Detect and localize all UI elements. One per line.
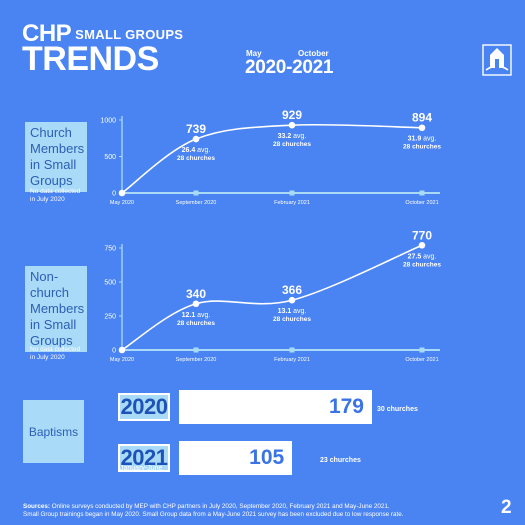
avg-label: 13.1 avg. xyxy=(278,308,307,315)
footer-sources: Sources: Online surveys conducted by MEP… xyxy=(23,503,483,519)
footer-note: Small Group trainings began in May 2020.… xyxy=(23,511,404,518)
baptisms-label: Baptisms xyxy=(23,400,84,463)
start-month: May xyxy=(246,49,262,58)
page-title: TRENDS xyxy=(22,40,159,78)
x-tick-label: September 2020 xyxy=(176,200,217,206)
baptisms-bar-2021: 105 xyxy=(179,441,293,475)
bar-churches-2020: 30 churches xyxy=(377,406,418,413)
data-point xyxy=(192,135,200,143)
x-tick-mark xyxy=(289,347,295,353)
y-tick-label: 0 xyxy=(112,348,116,355)
end-month: October xyxy=(298,49,329,58)
data-label: 739 xyxy=(186,122,206,136)
avg-label: 26.4 avg. xyxy=(182,147,211,154)
avg-value: 13.1 xyxy=(278,308,292,315)
avg-label: 12.1 avg. xyxy=(182,312,211,319)
churches-label: 28 churches xyxy=(403,261,441,268)
chart1-note: No data collected in July 2020 xyxy=(30,188,81,203)
y-tick-label: 750 xyxy=(104,246,116,253)
avg-value: 26.4 xyxy=(182,147,196,154)
year-2021-box: 2021 xyxy=(118,444,170,472)
x-tick-label: October 2021 xyxy=(405,200,438,206)
data-label: 770 xyxy=(412,228,432,242)
x-tick-label: May 2020 xyxy=(110,357,134,363)
data-point xyxy=(418,124,426,132)
x-tick-mark xyxy=(419,347,425,353)
x-tick-label: February 2021 xyxy=(274,200,310,206)
bar-value: 105 xyxy=(249,446,285,469)
x-tick-mark xyxy=(193,347,199,353)
series-line xyxy=(121,123,423,194)
data-label: 340 xyxy=(186,287,206,301)
avg-value: 31.9 xyxy=(408,136,422,143)
churches-label: 28 churches xyxy=(403,144,441,151)
bar-churches-2021: 23 churches xyxy=(320,457,361,464)
year-2021-note: January-June xyxy=(120,465,163,472)
series-line xyxy=(121,244,423,351)
heading-subtitle: SMALL GROUPS xyxy=(75,27,184,42)
year-2020-box: 2020 xyxy=(118,393,170,421)
data-point xyxy=(418,241,426,249)
x-tick-label: May 2020 xyxy=(110,200,134,206)
data-point xyxy=(118,346,126,354)
chart2-note: No data collected in July 2020 xyxy=(30,346,81,361)
y-tick-label: 1000 xyxy=(100,118,116,125)
x-tick-mark xyxy=(193,190,199,196)
brand-name: CHP xyxy=(22,20,72,47)
page-number: 2 xyxy=(501,497,512,518)
avg-label: 27.5 avg. xyxy=(408,253,437,260)
avg-value: 33.2 xyxy=(278,133,292,140)
y-tick-label: 250 xyxy=(104,314,116,321)
data-label: 366 xyxy=(282,283,302,297)
churches-label: 28 churches xyxy=(273,316,311,323)
x-tick-mark xyxy=(419,190,425,196)
data-point xyxy=(288,296,296,304)
y-tick-label: 500 xyxy=(104,280,116,287)
data-point xyxy=(288,121,296,129)
chart1-label: Church Members in Small Groups xyxy=(25,122,87,192)
church-logo-icon xyxy=(482,44,512,76)
sources-text: Online surveys conducted by MEP with CHP… xyxy=(49,503,390,510)
avg-label: 33.2 avg. xyxy=(278,133,307,140)
avg-label: 31.9 avg. xyxy=(408,136,437,143)
brand-heading: CHP SMALL GROUPS xyxy=(22,22,183,47)
sources-label: Sources: xyxy=(23,503,50,510)
data-label: 894 xyxy=(412,111,432,125)
x-tick-label: October 2021 xyxy=(405,357,438,363)
x-tick-label: February 2021 xyxy=(274,357,310,363)
chart2-label: Non-church Members in Small Groups xyxy=(25,266,87,352)
year-range: 2020-2021 xyxy=(245,57,334,78)
x-tick-mark xyxy=(289,190,295,196)
data-label: 929 xyxy=(282,108,302,122)
line-charts: 0 500 1000 May 2020 September 2020 February 2… xyxy=(100,108,441,363)
churches-label: 28 churches xyxy=(273,141,311,148)
bar-value: 179 xyxy=(328,395,364,418)
baptisms-bar-2020: 179 xyxy=(179,390,372,424)
avg-value: 12.1 xyxy=(182,312,196,319)
data-point xyxy=(118,189,126,197)
churches-label: 28 churches xyxy=(177,320,215,327)
data-point xyxy=(192,300,200,308)
avg-value: 27.5 xyxy=(408,253,422,260)
churches-label: 28 churches xyxy=(177,155,215,162)
y-tick-label: 500 xyxy=(104,154,116,161)
y-tick-label: 0 xyxy=(112,191,116,198)
x-tick-label: September 2020 xyxy=(176,357,217,363)
